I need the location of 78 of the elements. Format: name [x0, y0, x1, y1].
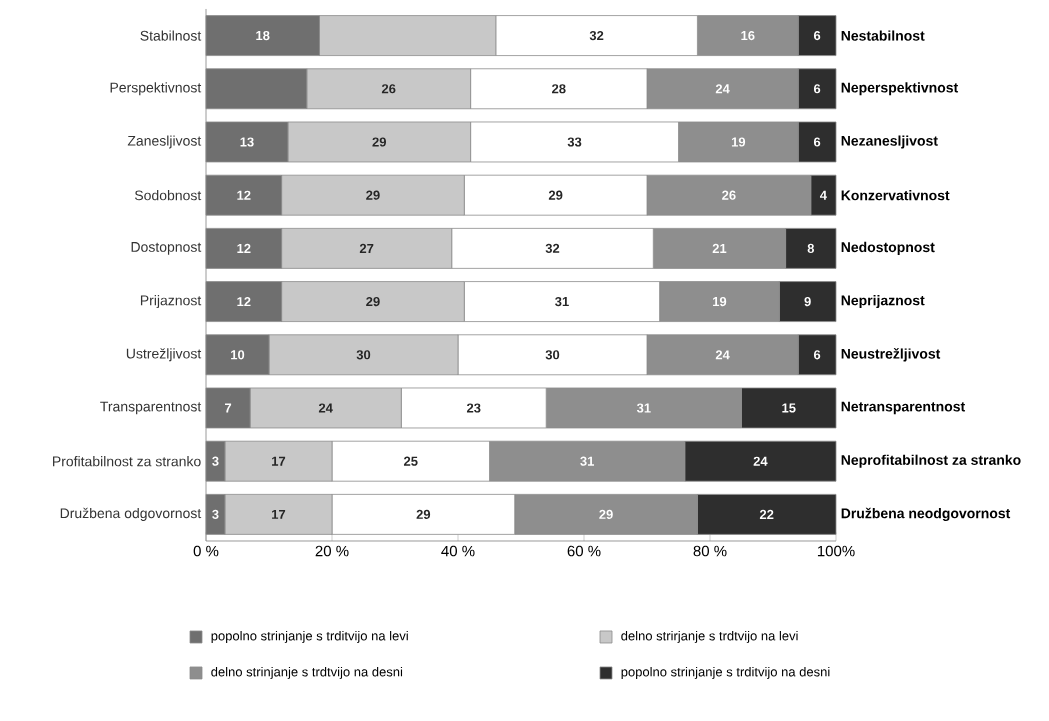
data-label: 12: [237, 297, 251, 307]
text: Nestabilnost: [841, 30, 925, 41]
y-tick-label: Zanesljivost: [127, 135, 202, 149]
text: Nedostopnost: [841, 241, 935, 255]
legend-label: delno strinjanje s trdtvijo na desni: [211, 666, 403, 680]
data-label: 25: [403, 456, 418, 466]
text: Konzervativnost: [841, 190, 950, 201]
data-label: 10: [231, 350, 245, 360]
data-label: 27: [359, 243, 374, 253]
legend-label: popolno strinjanje s trditvijo na desni: [621, 666, 830, 680]
text: Neustrežljivost: [841, 348, 941, 362]
y-tick-label: Dostopnost: [131, 242, 202, 255]
data-label: 6: [813, 137, 821, 147]
data-label: 7: [225, 403, 232, 413]
data-label: 13: [240, 137, 254, 147]
legend-label: delno strirjanje s trdtvijo na levi: [621, 630, 798, 644]
data-label: 17: [272, 456, 286, 466]
data-label: 29: [548, 190, 563, 200]
data-label: 26: [381, 84, 396, 94]
data-label: 29: [366, 190, 380, 200]
data-label: 31: [580, 456, 595, 466]
y-tick-label: Sodobnost: [134, 190, 202, 201]
data-label: 32: [545, 243, 560, 253]
data-label: 24: [715, 84, 730, 94]
y-tick-label: Stabilnost: [140, 30, 202, 41]
data-label: 33: [567, 137, 582, 147]
data-label: 30: [545, 350, 560, 360]
data-label: 4: [819, 190, 827, 200]
x-tick-label: 20 %: [315, 545, 349, 557]
legend-label: popolno strinjanje s trditvijo na levi: [211, 630, 408, 644]
data-label: 31: [555, 296, 569, 307]
text: Družbena neodgovornost: [841, 507, 1011, 522]
text: Nezanesljivost: [841, 135, 938, 149]
y-tick-label: Profitabilnost za stranko: [53, 456, 201, 467]
y-tick-label: Transparentnost: [100, 401, 202, 415]
data-label: 24: [753, 456, 768, 466]
data-label: 3: [212, 456, 219, 466]
data-label: 31: [636, 403, 651, 413]
data-label: 19: [731, 137, 746, 147]
x-tick-label: 80 %: [693, 545, 727, 557]
data-label: 19: [713, 296, 727, 307]
data-label: 30: [356, 350, 371, 360]
data-label: 12: [237, 243, 251, 253]
y-tick-label: Ustrežljivost: [126, 348, 202, 362]
x-tick-label: 0 %: [193, 545, 219, 557]
data-label: 6: [813, 30, 821, 41]
data-label: 16: [741, 30, 755, 41]
data-label: 12: [237, 190, 251, 200]
data-label: 32: [589, 30, 604, 41]
y-tick-label: Perspektivnost: [110, 82, 202, 96]
data-label: 26: [722, 190, 736, 200]
text: Neperspektivnost: [841, 82, 959, 96]
text: Neprijaznost: [841, 295, 925, 309]
x-tick-label: 60 %: [567, 545, 601, 557]
y-tick-label: Prijaznost: [140, 295, 202, 309]
data-label: 24: [715, 350, 730, 360]
data-label: 3: [212, 509, 219, 520]
data-label: 15: [782, 403, 796, 413]
text: Netransparentnost: [841, 401, 966, 415]
data-label: 9: [804, 296, 811, 307]
x-tick-label: 100%: [817, 545, 855, 557]
data-label: 6: [813, 84, 821, 94]
data-label: 22: [759, 509, 774, 519]
data-label: 29: [372, 137, 386, 147]
data-label: 24: [318, 403, 333, 413]
data-label: 28: [552, 84, 566, 94]
data-label: 21: [712, 243, 727, 253]
data-label: 29: [599, 509, 613, 519]
x-tick-label: 40 %: [441, 545, 475, 557]
data-label: 29: [366, 296, 380, 307]
y-tick-label: Družbena odgovornost: [60, 507, 202, 521]
data-label: 17: [272, 509, 286, 519]
data-label: 18: [256, 30, 270, 41]
text: Neprofitabilnost za stranko: [841, 454, 1021, 468]
data-label: 8: [807, 243, 815, 253]
data-label: 29: [416, 509, 431, 519]
data-label: 23: [466, 403, 481, 413]
data-label: 6: [813, 350, 821, 360]
